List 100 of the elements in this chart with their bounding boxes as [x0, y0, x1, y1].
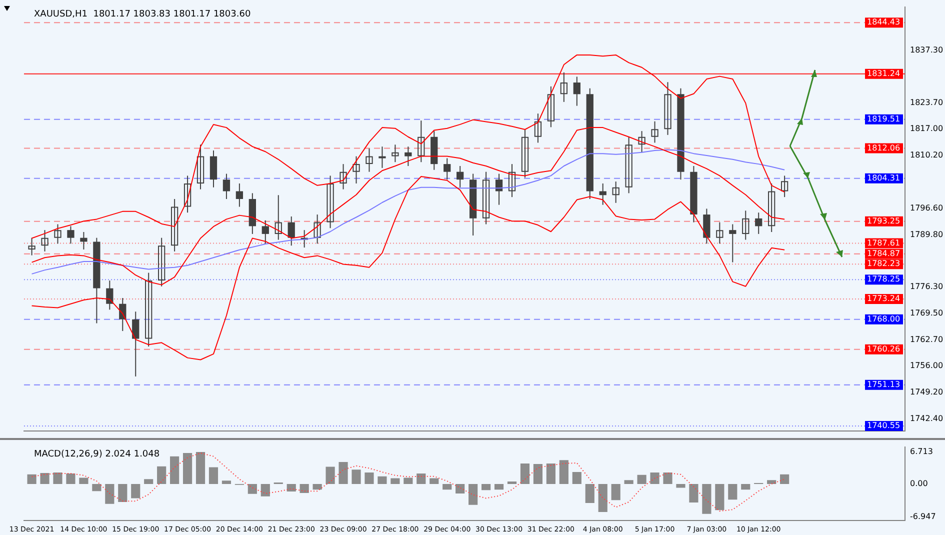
ref-line-label: 1784.87 — [867, 248, 900, 258]
bar — [118, 484, 128, 502]
bar — [248, 484, 257, 494]
candlestick — [742, 210, 750, 240]
bar — [286, 484, 296, 492]
annotation: XAUUSD,H1 1801.17 1803.83 1801.17 1803.60 — [34, 10, 251, 20]
candlestick — [625, 136, 632, 194]
candlestick — [288, 216, 295, 246]
candlestick — [300, 230, 308, 248]
candlestick — [547, 86, 555, 128]
bar — [300, 484, 309, 493]
candlestick — [184, 175, 192, 214]
ref-line-label: 1804.31 — [867, 173, 900, 182]
bar — [689, 484, 698, 503]
bar — [702, 484, 712, 514]
bar — [170, 456, 180, 484]
y-tick-label: 1762.70 — [910, 335, 944, 344]
bar — [92, 484, 102, 492]
bar — [404, 478, 413, 484]
ref-line-label: 1782.23 — [867, 259, 900, 268]
candlestick — [378, 146, 386, 168]
y-tick-label: 1837.30 — [910, 45, 944, 54]
bar — [40, 472, 50, 484]
ref-line-label: 1812.06 — [867, 143, 900, 152]
bar — [611, 484, 620, 500]
candlestick — [508, 164, 516, 198]
bar — [767, 480, 776, 484]
bar — [312, 484, 322, 490]
y-tick-label: 6.713 — [910, 447, 933, 456]
candlestick — [521, 128, 529, 178]
bar — [352, 470, 361, 484]
candlestick — [638, 130, 646, 153]
y-tick-label: 1769.50 — [910, 308, 944, 318]
candlestick — [651, 120, 658, 144]
y-tick-label: 1756.00 — [910, 361, 944, 370]
candlestick — [456, 166, 464, 188]
bar — [390, 478, 400, 484]
candlestick — [340, 164, 347, 190]
bar — [27, 474, 36, 484]
bar — [364, 472, 374, 484]
candlestick — [210, 150, 218, 188]
candlestick — [404, 146, 412, 166]
bar — [559, 460, 568, 484]
bar — [741, 484, 750, 490]
bar — [378, 476, 387, 484]
bar — [260, 484, 270, 496]
candlestick — [274, 194, 282, 240]
bar — [728, 484, 738, 500]
bar — [546, 463, 556, 484]
y-tick-label: 1749.20 — [910, 387, 944, 396]
bar — [585, 484, 594, 503]
candlestick — [418, 120, 425, 163]
candlestick — [41, 230, 48, 252]
ref-line-label: 1768.00 — [867, 314, 900, 324]
ref-line-label: 1819.51 — [867, 114, 900, 124]
ref-line-label: 1778.25 — [867, 274, 900, 284]
candlestick — [132, 311, 140, 377]
bar — [79, 478, 88, 484]
candlestick — [573, 76, 580, 106]
candlestick — [106, 280, 114, 310]
annotation: MACD(12,26,9) 2.024 1.048 — [34, 450, 160, 460]
candlestick — [314, 214, 321, 244]
candlestick — [67, 226, 74, 244]
y-tick-label: 1823.70 — [910, 98, 944, 108]
bar — [157, 466, 166, 484]
bar — [468, 484, 478, 505]
y-tick-label: 0.00 — [910, 479, 928, 488]
bar — [430, 478, 439, 484]
candlestick — [326, 175, 334, 229]
bar — [196, 452, 206, 484]
bar — [572, 472, 582, 484]
bar — [222, 480, 232, 484]
candlestick — [560, 72, 568, 102]
bar — [144, 479, 154, 484]
candlestick — [366, 148, 373, 172]
bar — [715, 484, 724, 510]
candlestick — [262, 220, 269, 244]
candlestick — [54, 224, 62, 244]
y-tick-label: 1810.20 — [910, 150, 944, 160]
bar — [676, 484, 686, 488]
bar — [598, 484, 608, 512]
candlestick — [534, 113, 542, 144]
candlestick — [755, 212, 762, 234]
bar — [338, 462, 348, 484]
candlestick — [80, 232, 88, 250]
candlestick — [768, 182, 776, 233]
bar — [456, 484, 465, 494]
ref-line-label: 1773.24 — [867, 294, 900, 304]
ref-line-label: 1760.26 — [867, 344, 900, 354]
candlestick — [196, 144, 204, 190]
bar — [663, 472, 672, 484]
candlestick — [703, 208, 710, 244]
candlestick — [444, 158, 451, 180]
bar — [66, 473, 76, 484]
candlestick — [28, 237, 36, 256]
bar — [182, 452, 192, 484]
candlestick — [716, 222, 724, 244]
bar — [650, 472, 660, 484]
y-tick-label: -6.947 — [910, 512, 936, 522]
y-tick-label: 1742.40 — [910, 414, 944, 423]
